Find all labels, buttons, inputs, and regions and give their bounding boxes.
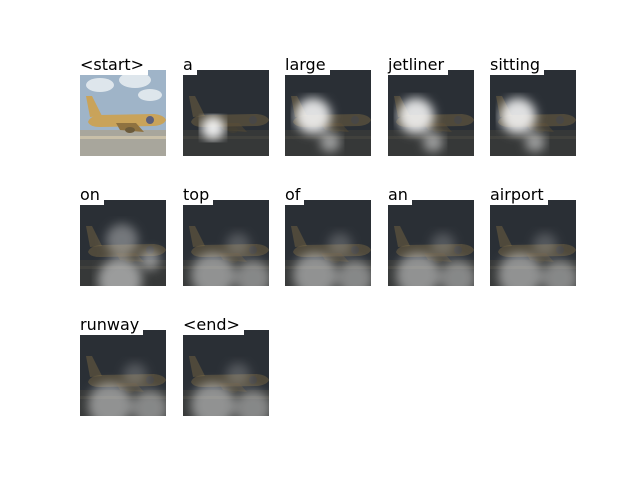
attention-map [80, 330, 166, 416]
caption-word: runway [80, 315, 144, 335]
attention-map [183, 330, 269, 416]
attention-panel: <end> [183, 315, 269, 416]
attention-map [388, 200, 474, 286]
caption-word: airport [490, 185, 548, 205]
attention-panel: of [285, 185, 371, 286]
attention-map [80, 200, 166, 286]
caption-word: sitting [490, 55, 545, 75]
caption-word: a [183, 55, 197, 75]
caption-word: on [80, 185, 104, 205]
attention-panel: <start> [80, 55, 166, 156]
attention-map [285, 200, 371, 286]
attention-map [388, 70, 474, 156]
caption-word: <end> [183, 315, 244, 335]
attention-map [183, 200, 269, 286]
attention-panel: top [183, 185, 269, 286]
attention-panel: an [388, 185, 474, 286]
attention-panel: sitting [490, 55, 576, 156]
caption-word: jetliner [388, 55, 449, 75]
caption-word: of [285, 185, 305, 205]
caption-word: top [183, 185, 214, 205]
attention-panel: airport [490, 185, 576, 286]
caption-word: large [285, 55, 330, 75]
attention-panel: a [183, 55, 269, 156]
attention-panel: on [80, 185, 166, 286]
attention-map [285, 70, 371, 156]
attention-map [183, 70, 269, 156]
caption-word: an [388, 185, 412, 205]
attention-map [490, 200, 576, 286]
attention-panel: jetliner [388, 55, 474, 156]
caption-word: <start> [80, 55, 149, 75]
source-photo [80, 70, 166, 156]
attention-map [490, 70, 576, 156]
attention-panel: runway [80, 315, 166, 416]
attention-panel: large [285, 55, 371, 156]
